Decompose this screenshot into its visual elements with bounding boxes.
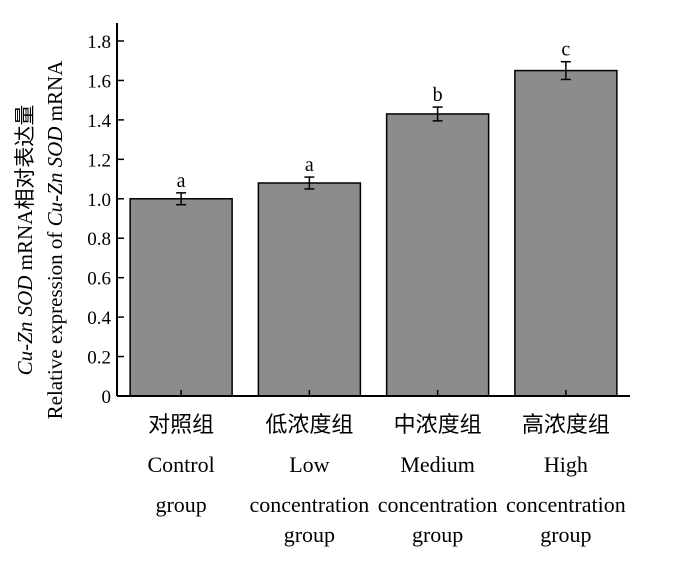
x-category-label-line: Medium — [400, 452, 475, 477]
y-axis-title-part: mRNA相对表达量 — [13, 105, 37, 276]
x-category-label-line: 对照组 — [148, 412, 214, 437]
significance-label: c — [561, 39, 570, 61]
y-tick-label: 1.8 — [87, 32, 111, 53]
bar-series: a a b c — [129, 39, 618, 397]
x-category-label: 对照组 Control group — [148, 412, 215, 517]
x-category-label-line: Low — [289, 452, 329, 477]
x-category-label-line: High — [544, 452, 588, 477]
y-axis-title-cn: Cu-Zn SOD mRNA相对表达量 — [13, 105, 37, 376]
y-axis-title-part: Relative expression of — [43, 226, 67, 419]
y-axis: 0 0.2 0.4 0.6 0.8 1.0 1.2 1.4 1.6 1.8 — [87, 23, 124, 408]
y-axis-title-en: Relative expression of Cu-Zn SOD mRNA — [43, 60, 67, 420]
y-tick-label: 0.6 — [87, 269, 111, 290]
bar — [385, 113, 490, 397]
x-category-label-line: group — [540, 522, 591, 547]
significance-label: a — [177, 170, 186, 192]
y-tick-label: 0.2 — [87, 348, 111, 369]
y-tick-label: 0.8 — [87, 229, 111, 250]
y-axis-title-part: Cu-Zn — [43, 173, 67, 227]
y-axis-title-part: mRNA — [43, 60, 67, 127]
y-axis-title-part: SOD — [43, 127, 67, 168]
y-tick-label: 1.0 — [87, 190, 111, 211]
x-category-label: 中浓度组 Medium concentration group — [378, 412, 498, 547]
x-category-label-line: 高浓度组 — [522, 412, 610, 437]
y-tick-label: 0.4 — [87, 308, 111, 329]
significance-label: a — [305, 154, 314, 176]
bar — [257, 182, 362, 397]
x-category-label-line: group — [412, 522, 463, 547]
y-tick-label: 1.2 — [87, 150, 111, 171]
x-category-label-line: concentration — [378, 492, 498, 517]
x-category-label: 高浓度组 High concentration group — [506, 412, 626, 547]
bar — [129, 198, 233, 397]
x-axis: 对照组 Control group 低浓度组 Low concentration group… — [117, 390, 630, 547]
x-category-label-line: concentration — [506, 492, 626, 517]
y-axis-title-part: SOD — [13, 276, 37, 317]
x-category-label-line: Control — [148, 452, 215, 477]
significance-label: b — [433, 84, 443, 106]
y-axis-title-part: Cu-Zn — [13, 322, 37, 376]
y-tick-label: 1.6 — [87, 71, 111, 92]
x-category-label-line: concentration — [250, 492, 370, 517]
y-tick-label: 0 — [102, 387, 112, 408]
bar — [514, 69, 618, 397]
x-category-label: 低浓度组 Low concentration group — [250, 412, 370, 547]
x-category-label-line: group — [284, 522, 335, 547]
x-category-label-line: 低浓度组 — [265, 412, 353, 437]
y-tick-label: 1.4 — [87, 111, 111, 132]
x-category-label-line: 中浓度组 — [394, 412, 482, 437]
x-category-label-line: group — [155, 492, 206, 517]
